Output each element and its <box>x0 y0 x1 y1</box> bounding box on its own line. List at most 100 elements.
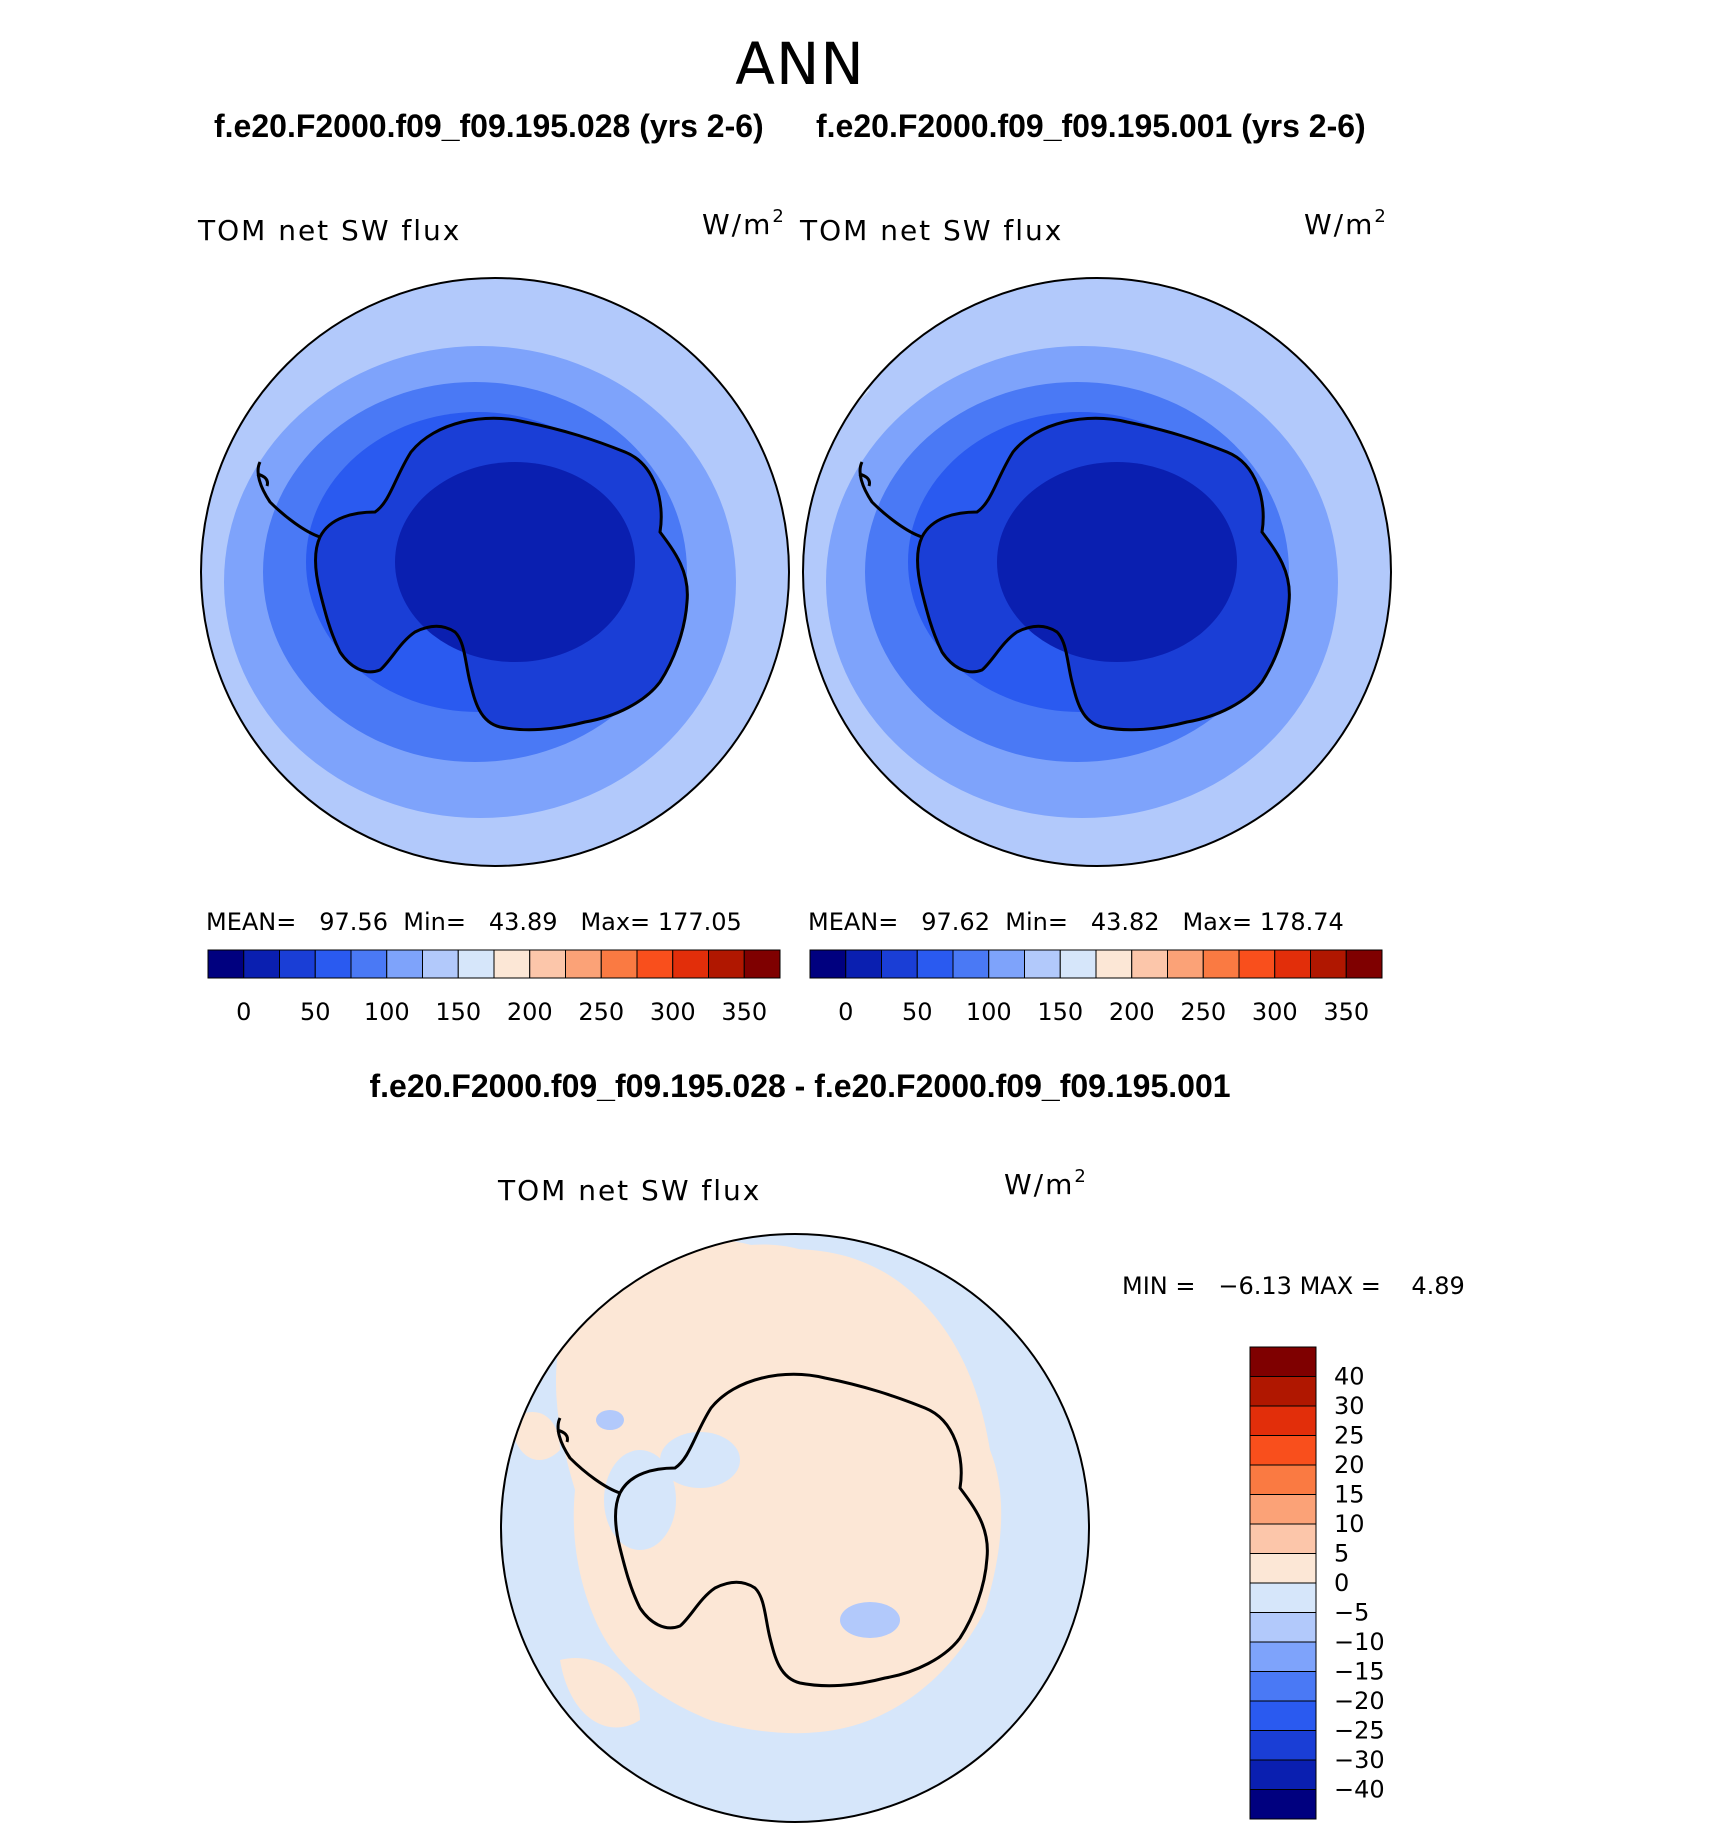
colorbar-tick-label: 10 <box>1334 1510 1365 1538</box>
colorbar-box <box>1249 1641 1317 1672</box>
colorbar-box <box>1249 1435 1317 1466</box>
panel-1-map-border <box>200 277 790 867</box>
panel-2-units: W/m2 <box>1304 206 1388 241</box>
difference-contours <box>501 1234 1089 1822</box>
colorbar-box <box>386 949 423 979</box>
panel-2-map-border <box>802 277 1392 867</box>
panel-1-units: W/m2 <box>702 206 786 241</box>
colorbar-box <box>708 949 745 979</box>
difference-units: W/m2 <box>1004 1166 1088 1201</box>
colorbar-box <box>1249 1376 1317 1407</box>
colorbar-box <box>529 949 566 979</box>
diff-fill-deeper <box>840 1602 900 1638</box>
colorbar-box <box>1131 949 1168 979</box>
diff-fill-positive <box>510 1411 560 1460</box>
colorbar-box <box>1059 949 1097 979</box>
colorbar-tick-label: 200 <box>507 998 553 1026</box>
colorbar-tick-label: 300 <box>1252 998 1298 1026</box>
colorbar-box <box>988 949 1025 979</box>
colorbar-box <box>422 949 459 979</box>
colorbar-box <box>207 949 245 979</box>
colorbar-tick-label: 5 <box>1334 1540 1349 1568</box>
difference-min-max: MIN = −6.13 MAX = 4.89 <box>1122 1272 1465 1300</box>
colorbar-tick-label: −20 <box>1334 1687 1385 1715</box>
colorbar-box <box>314 949 352 979</box>
colorbar-box <box>916 949 954 979</box>
colorbar-box <box>952 949 990 979</box>
diff-fill-deeper <box>596 1410 624 1430</box>
difference-title: f.e20.F2000.f09_f09.195.028 - f.e20.F200… <box>369 1068 1231 1104</box>
colorbar-box <box>1238 949 1276 979</box>
colorbar-box <box>1095 949 1133 979</box>
panel-1-contours <box>201 278 789 866</box>
panel-1-map <box>200 277 790 867</box>
colorbar-box <box>1249 1405 1317 1436</box>
colorbar-box <box>1345 949 1383 979</box>
figure-title: ANN <box>735 30 865 98</box>
colorbar-box <box>1249 1612 1317 1643</box>
panel-1-variable-label: TOM net SW flux <box>198 214 462 247</box>
colorbar-box <box>279 949 316 979</box>
diff-fill-negative <box>660 1432 740 1488</box>
diff-fill-positive <box>560 1658 640 1728</box>
antarctica-fill <box>315 418 688 730</box>
colorbar-tick-label: 150 <box>1037 998 1083 1026</box>
colorbar-tick-label: 0 <box>236 998 251 1026</box>
colorbar-tick-label: 40 <box>1334 1363 1365 1391</box>
colorbar-box <box>1249 1523 1317 1554</box>
colorbar-tick-label: 50 <box>300 998 331 1026</box>
colorbar-tick-label: 200 <box>1109 998 1155 1026</box>
colorbar-tick-label: −30 <box>1334 1746 1385 1774</box>
difference-variable-label: TOM net SW flux <box>498 1174 762 1207</box>
colorbar-box <box>636 949 674 979</box>
colorbar-tick-label: 15 <box>1334 1481 1365 1509</box>
colorbar-box <box>845 949 882 979</box>
colorbar-box <box>881 949 918 979</box>
colorbar-box <box>1249 1464 1317 1495</box>
panel-2-map <box>802 277 1392 867</box>
colorbar-box <box>1202 949 1240 979</box>
colorbar-tick-label: −25 <box>1334 1717 1385 1745</box>
colorbar-tick-label: 250 <box>1180 998 1226 1026</box>
colorbar-box <box>1249 1759 1317 1790</box>
colorbar-box <box>1249 1789 1317 1820</box>
diff-fill-negative <box>604 1450 676 1550</box>
colorbar-box <box>1249 1553 1317 1584</box>
panel-2-case-title: f.e20.F2000.f09_f09.195.001 (yrs 2-6) <box>816 108 1366 144</box>
colorbar-box <box>1310 949 1347 979</box>
colorbar-box <box>743 949 781 979</box>
colorbar-tick-label: 250 <box>578 998 624 1026</box>
diff-fill-negative <box>960 1300 1020 1410</box>
colorbar-tick-label: 25 <box>1334 1422 1365 1450</box>
colorbar-tick-label: 350 <box>1323 998 1369 1026</box>
colorbar-tick-label: 100 <box>364 998 410 1026</box>
colorbar-tick-label: 0 <box>838 998 853 1026</box>
colorbar-box <box>1167 949 1204 979</box>
panel-2-colorbar: 0 50 100 150 200 250 300 350 <box>809 949 1383 1026</box>
colorbar-tick-label: 300 <box>650 998 696 1026</box>
colorbar-tick-label: −40 <box>1334 1776 1385 1804</box>
colorbar-box <box>672 949 709 979</box>
colorbar-box <box>1249 1730 1317 1761</box>
colorbar-box <box>565 949 602 979</box>
colorbar-box <box>1024 949 1061 979</box>
colorbar-tick-label: 0 <box>1334 1569 1349 1597</box>
colorbar-box <box>1249 1671 1317 1702</box>
colorbar-tick-label: −5 <box>1334 1599 1369 1627</box>
antarctica-fill <box>917 418 1290 730</box>
colorbar-tick-label: 350 <box>721 998 767 1026</box>
colorbar-box <box>1249 1700 1317 1731</box>
colorbar-box <box>457 949 495 979</box>
colorbar-box <box>809 949 847 979</box>
colorbar-box <box>1274 949 1311 979</box>
panel-1-case-title: f.e20.F2000.f09_f09.195.028 (yrs 2-6) <box>214 108 764 144</box>
panel-1-stats: MEAN= 97.56 Min= 43.89 Max= 177.05 <box>206 908 742 936</box>
colorbar-tick-label: 50 <box>902 998 933 1026</box>
colorbar-tick-label: 20 <box>1334 1451 1365 1479</box>
colorbar-box <box>243 949 280 979</box>
difference-map <box>500 1233 1090 1823</box>
colorbar-tick-label: 150 <box>435 998 481 1026</box>
colorbar-tick-label: −15 <box>1334 1658 1385 1686</box>
